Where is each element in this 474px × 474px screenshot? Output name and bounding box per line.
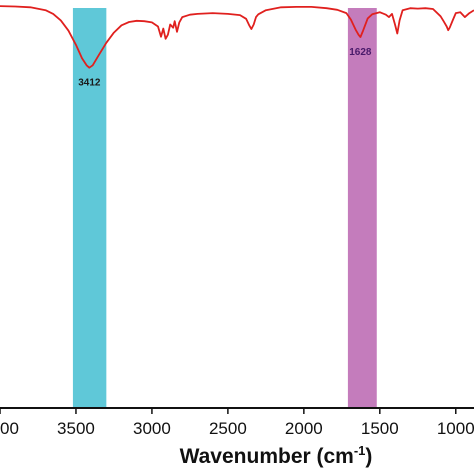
x-tick-label-3500: 3500 <box>57 419 95 438</box>
series-group <box>0 5 474 69</box>
x-axis-title: Wavenumber (cm-1) <box>180 443 373 468</box>
peak-label-3412: 3412 <box>78 78 101 89</box>
highlight-bands <box>72 8 377 408</box>
peak-label-1628: 1628 <box>349 47 372 58</box>
highlight-band-2 <box>347 8 377 408</box>
spectrum-line-1 <box>0 5 474 69</box>
x-tick-label-1500: 1500 <box>361 419 399 438</box>
x-tick-label-4000: 4000 <box>0 419 19 438</box>
peak-annotations: 3412 1628 <box>78 47 372 89</box>
x-tick-label-3000: 3000 <box>133 419 171 438</box>
x-tick-label-2500: 2500 <box>209 419 247 438</box>
x-axis-ticks: 4000 3500 3000 2500 2000 1500 1000 <box>0 408 474 438</box>
x-tick-label-2000: 2000 <box>285 419 323 438</box>
highlight-band-1 <box>72 8 107 408</box>
x-tick-label-1000: 1000 <box>437 419 474 438</box>
